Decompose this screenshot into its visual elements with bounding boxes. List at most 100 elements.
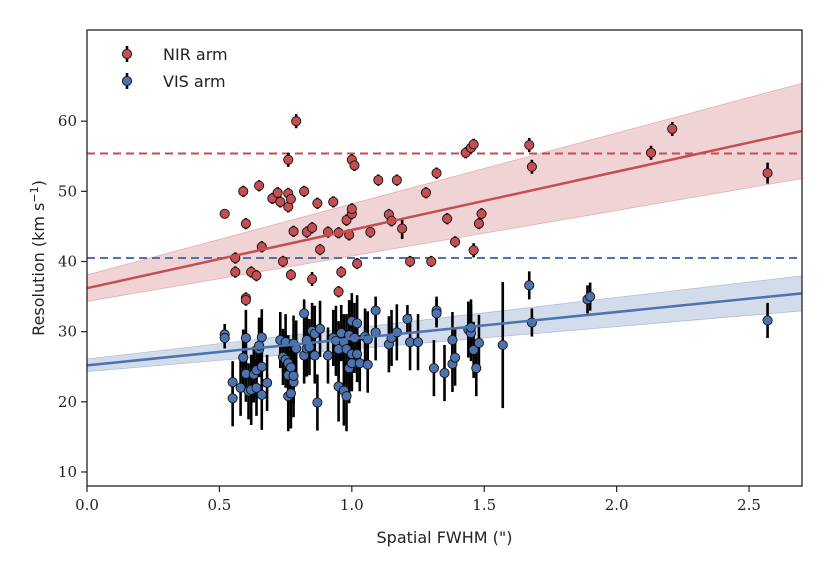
nir-arm-point — [476, 208, 487, 219]
nir-arm-point — [349, 160, 360, 171]
nir-arm-point — [328, 196, 339, 207]
vis-arm-point — [352, 318, 363, 329]
vis-arm-point — [322, 350, 334, 361]
y-tick-label: 20 — [58, 393, 77, 411]
vis-arm-point — [251, 382, 262, 393]
y-tick-label: 50 — [58, 182, 77, 200]
reference-lines — [87, 152, 802, 259]
nir-arm-point — [526, 161, 537, 172]
nir-arm-point — [254, 180, 265, 191]
nir-arm-point — [312, 198, 323, 209]
x-axis-label: Spatial FWHM (") — [377, 528, 513, 547]
legend-nir-arm-marker — [121, 48, 133, 60]
nir-arm-fit-line — [86, 129, 803, 290]
legend-vis-arm-label: VIS arm — [163, 72, 226, 91]
x-tick-label: 2.0 — [605, 496, 629, 514]
nir-arm-point — [397, 223, 408, 234]
x-tick-label: 1.0 — [340, 496, 364, 514]
nir-arm-point — [352, 258, 363, 269]
nir-arm-point — [473, 218, 484, 229]
nir-arm-point — [420, 187, 432, 198]
legend-vis-arm-marker — [121, 75, 133, 87]
nir-arm-point — [365, 226, 376, 238]
y-tick-label: 30 — [58, 323, 77, 341]
vis-arm-point — [402, 313, 413, 325]
vis-arm-fit-line — [86, 292, 803, 367]
vis-arm-point — [473, 337, 484, 348]
y-tick-label: 40 — [58, 253, 77, 271]
vis-arm-point — [262, 377, 273, 388]
nir-arm-point — [373, 175, 384, 186]
nir-arm-point — [762, 168, 773, 179]
nir-arm-point — [238, 186, 249, 197]
vis-arm-point — [362, 359, 373, 370]
vis-arm-point — [468, 344, 479, 355]
nir-arm-point — [426, 256, 437, 267]
nir-arm-point — [240, 295, 251, 306]
nir-arm-point — [230, 266, 241, 278]
vis-arm-point — [312, 397, 323, 408]
vis-arm-point — [285, 362, 296, 373]
y-axis-label: Resolution (km s−1) — [28, 180, 48, 336]
legend: NIR arm VIS arm — [121, 45, 228, 91]
vis-arm-point — [524, 280, 535, 291]
nir-arm-point — [277, 256, 289, 267]
nir-arm-point — [442, 213, 453, 224]
fit-lines — [86, 129, 803, 367]
nir-arm-point — [333, 286, 344, 297]
vis-arm-point — [447, 335, 458, 346]
vis-arm-point — [471, 363, 482, 374]
vis-arm-point — [227, 393, 238, 404]
vis-arm-point — [314, 323, 326, 334]
y-axis-label-superscript: −1 — [28, 186, 41, 202]
nir-arm-point — [307, 222, 318, 233]
vis-arm-point — [238, 352, 249, 363]
vis-arm-point — [219, 332, 230, 344]
x-axis-ticks: 0.0 0.5 1.0 1.5 2.0 2.5 — [75, 486, 761, 514]
nir-arm-point — [646, 147, 657, 158]
vis-arm-point — [428, 363, 439, 374]
vis-arm-point — [309, 350, 320, 361]
vis-arm-point — [370, 305, 381, 316]
vis-arm-point — [299, 308, 310, 319]
legend-nir-arm-label: NIR arm — [163, 45, 228, 64]
nir-arm-point — [450, 236, 461, 247]
nir-arm-point — [391, 175, 402, 186]
vis-arm-point — [285, 388, 296, 399]
nir-arm-point — [275, 196, 286, 207]
vis-arm-point — [256, 332, 267, 343]
nir-arm-point — [524, 140, 535, 151]
nir-arm-point — [431, 168, 442, 179]
data-points — [219, 116, 773, 408]
vis-arm-point — [352, 349, 363, 360]
x-tick-label: 2.5 — [737, 496, 761, 514]
x-tick-label: 0.0 — [75, 496, 99, 514]
nir-arm-point — [314, 244, 326, 255]
vis-arm-point — [288, 370, 299, 381]
nir-arm-confidence-band — [86, 82, 803, 302]
nir-arm-point — [291, 116, 302, 127]
vis-arm-point — [256, 389, 267, 400]
vis-arm-point — [431, 308, 442, 319]
nir-arm-point — [405, 256, 416, 267]
nir-arm-point — [346, 203, 357, 214]
vis-arm-point — [585, 291, 596, 302]
vis-arm-point — [227, 377, 238, 388]
vis-arm-point — [240, 332, 251, 344]
vis-arm-point — [450, 352, 461, 363]
y-axis-label-main: Resolution (km s — [29, 203, 48, 336]
vis-arm-point — [439, 368, 450, 379]
x-tick-label: 0.5 — [207, 496, 231, 514]
y-tick-label: 60 — [58, 112, 77, 130]
nir-arm-point — [468, 139, 479, 150]
nir-arm-point — [336, 266, 347, 278]
nir-arm-point — [240, 218, 251, 229]
y-axis-label-close: ) — [29, 180, 48, 186]
nir-arm-point — [283, 154, 294, 165]
plot-frame — [86, 29, 803, 487]
vis-arm-point — [762, 315, 773, 326]
y-axis-ticks: 10 20 30 40 50 60 — [58, 112, 87, 481]
nir-arm-point — [667, 123, 678, 134]
nir-arm-point — [285, 269, 296, 280]
